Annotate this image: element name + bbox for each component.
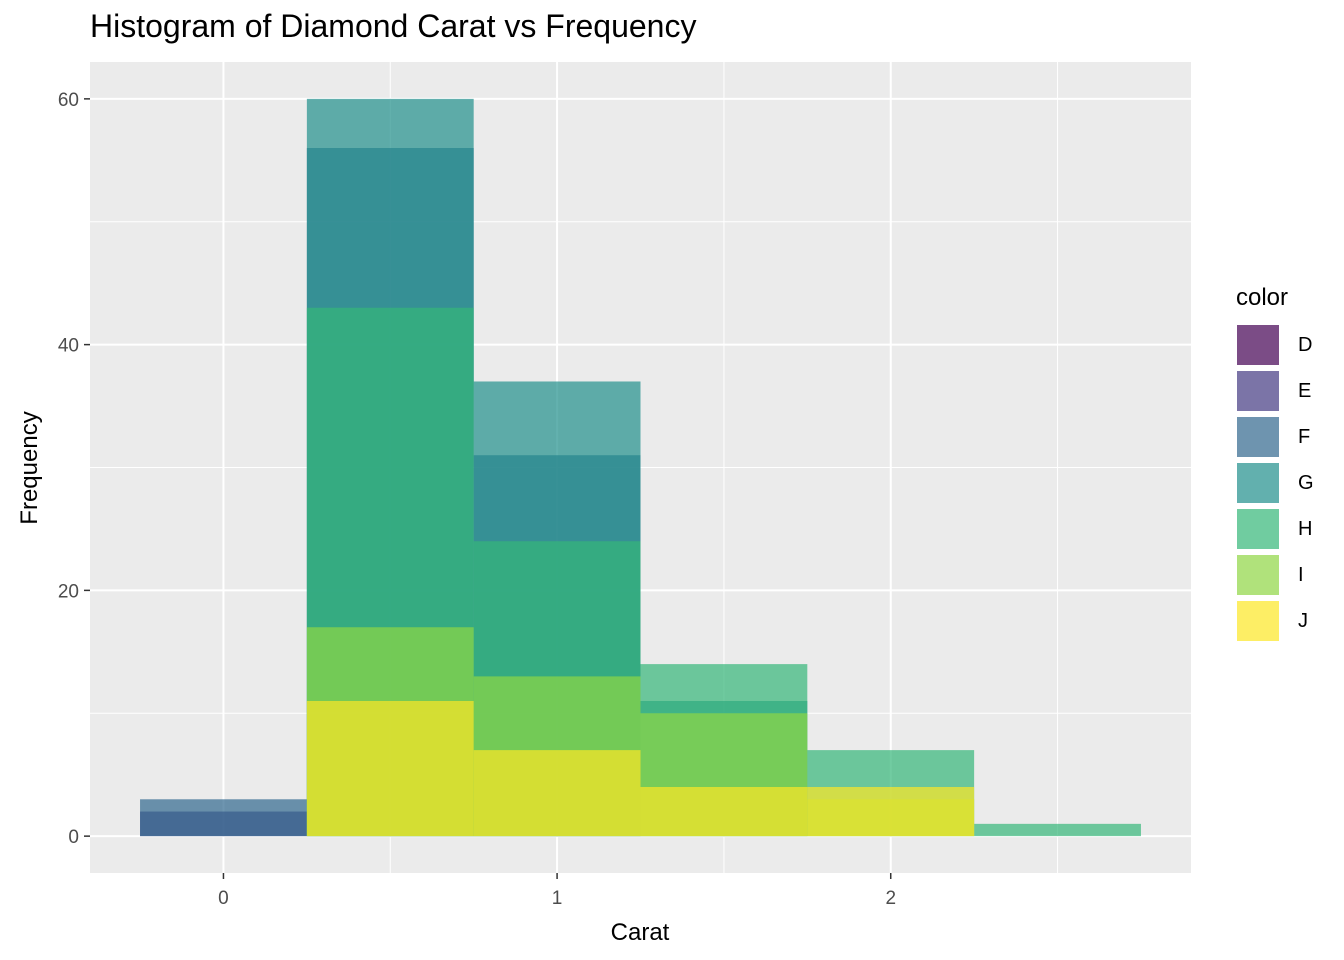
bar-J — [807, 786, 975, 837]
legend-swatch — [1236, 370, 1280, 412]
bar-J — [473, 750, 641, 837]
legend-item-I: I — [1236, 552, 1314, 598]
x-tick-label: 0 — [218, 888, 229, 909]
legend-label: I — [1298, 563, 1304, 586]
legend-item-J: J — [1236, 598, 1314, 644]
legend-title: color — [1236, 284, 1289, 311]
legend-label: G — [1298, 471, 1314, 494]
legend-label: E — [1298, 379, 1312, 402]
legend-swatch — [1236, 554, 1280, 596]
legend-label: F — [1298, 425, 1311, 448]
legend-label: J — [1298, 609, 1308, 632]
bar-H — [974, 823, 1141, 837]
legend-label: D — [1298, 333, 1313, 356]
y-tick-label: 0 — [68, 827, 79, 848]
legend-swatch — [1236, 416, 1280, 458]
y-tick-label: 40 — [58, 336, 79, 357]
bar-J — [640, 786, 808, 837]
chart-title: Histogram of Diamond Carat vs Frequency — [90, 8, 697, 44]
legend-item-D: D — [1236, 322, 1314, 368]
legend-item-E: E — [1236, 368, 1314, 414]
x-axis-label: Carat — [611, 919, 670, 946]
legend-swatch — [1236, 600, 1280, 642]
x-tick-label: 2 — [885, 888, 896, 909]
bar-J — [306, 700, 474, 837]
y-tick-label: 20 — [58, 581, 79, 602]
legend-swatch — [1236, 324, 1280, 366]
legend-swatch — [1236, 508, 1280, 550]
histogram-bars — [140, 98, 1141, 837]
bar-F — [140, 799, 307, 837]
legend-item-H: H — [1236, 506, 1314, 552]
legend-label: H — [1298, 517, 1313, 540]
legend-item-G: G — [1236, 460, 1314, 506]
y-axis-label: Frequency — [16, 411, 43, 524]
legend-item-F: F — [1236, 414, 1314, 460]
legend-swatch — [1236, 462, 1280, 504]
x-tick-label: 1 — [552, 888, 563, 909]
y-tick-label: 60 — [58, 90, 79, 111]
